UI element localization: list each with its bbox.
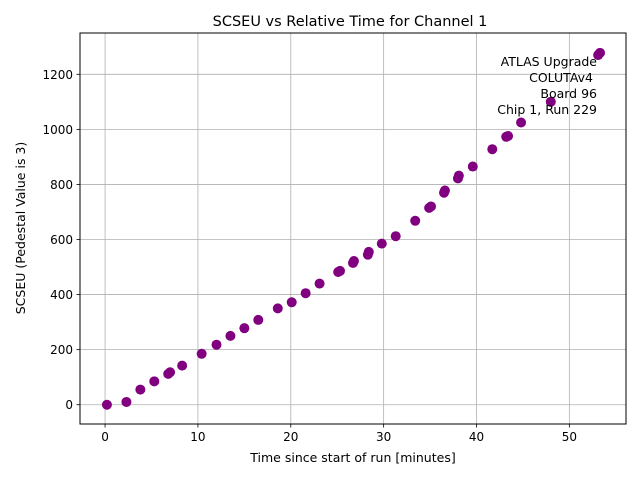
- data-points: [101, 47, 605, 410]
- x-tick-label: 40: [469, 430, 484, 444]
- data-point: [503, 130, 514, 141]
- data-point: [121, 396, 132, 407]
- data-point: [149, 376, 160, 387]
- x-tick-label: 10: [190, 430, 205, 444]
- plot-frame: [79, 32, 627, 425]
- data-point: [595, 47, 605, 58]
- data-point: [545, 96, 556, 107]
- y-tick-label: 1200: [42, 68, 73, 82]
- data-point: [196, 348, 207, 359]
- data-point: [177, 360, 188, 371]
- y-tick-label: 200: [50, 343, 73, 357]
- data-point: [487, 144, 498, 155]
- data-point: [467, 161, 478, 172]
- annotation-line: COLUTAv4: [529, 70, 593, 85]
- data-point: [165, 367, 176, 378]
- y-tick-label: 0: [65, 398, 73, 412]
- x-axis-label: Time since start of run [minutes]: [249, 450, 455, 465]
- data-point: [390, 231, 401, 242]
- data-point: [363, 246, 374, 257]
- y-tick-label: 400: [50, 288, 73, 302]
- data-point: [286, 297, 297, 308]
- annotation-line: Chip 1, Run 229: [497, 102, 597, 117]
- x-tick-label: 50: [562, 430, 577, 444]
- chart-annotation: ATLAS Upgrade COLUTAv4 Board 96 Chip 1, …: [497, 54, 597, 117]
- annotation-line: ATLAS Upgrade: [501, 54, 598, 69]
- data-point: [335, 265, 345, 276]
- data-point: [410, 215, 421, 226]
- y-axis-label: SCSEU (Pedestal Value is 3): [13, 142, 28, 315]
- y-tick-label: 1000: [42, 123, 73, 137]
- annotation-line: Board 96: [540, 86, 597, 101]
- x-tick-label: 0: [101, 430, 109, 444]
- data-point: [239, 323, 250, 334]
- data-point: [348, 255, 359, 266]
- data-point: [101, 399, 112, 410]
- y-tick-label: 600: [50, 233, 73, 247]
- data-point: [376, 238, 387, 249]
- data-point: [211, 339, 222, 350]
- data-point: [253, 314, 264, 325]
- data-point: [314, 278, 325, 289]
- grid-lines: [80, 33, 626, 424]
- x-tick-label: 30: [376, 430, 391, 444]
- data-point: [426, 201, 436, 212]
- data-point: [135, 384, 146, 395]
- x-tick-label: 20: [283, 430, 298, 444]
- axis-ticks: 0 10 20 30 40 50 0 200 400 600 800 1000 1200: [42, 68, 577, 444]
- data-point: [453, 170, 464, 181]
- y-tick-label: 800: [50, 178, 73, 192]
- data-point: [516, 117, 527, 128]
- data-point: [300, 288, 311, 299]
- data-point: [225, 330, 236, 341]
- chart-title: SCSEU vs Relative Time for Channel 1: [213, 14, 488, 30]
- data-point: [439, 185, 450, 196]
- data-point: [272, 303, 283, 314]
